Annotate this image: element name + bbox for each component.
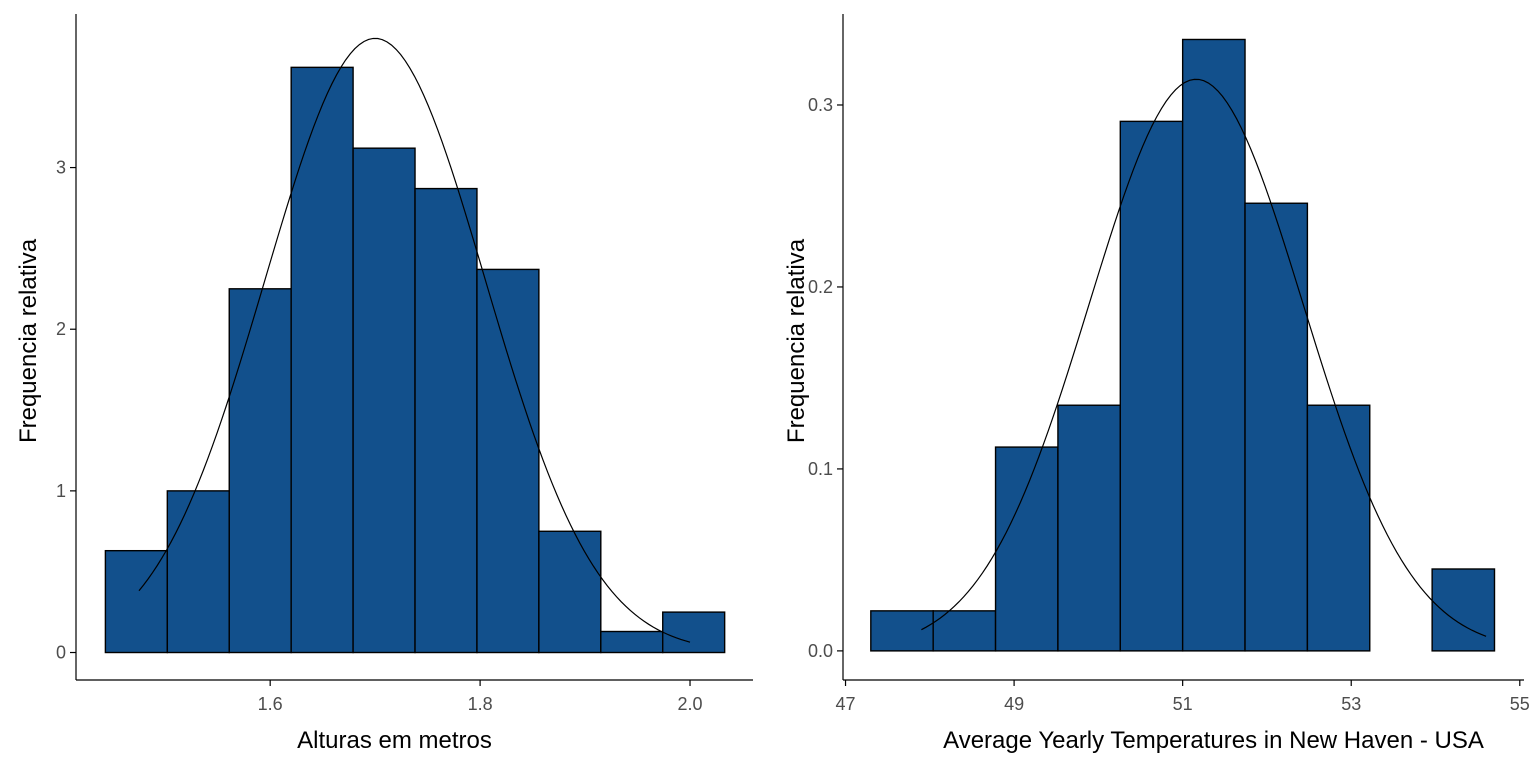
histogram-bar [476,268,540,654]
x-tick-label: 1.6 [258,694,283,714]
histogram-bar [1057,404,1121,652]
y-axis-title-heights: Frequencia relativa [15,238,42,443]
histogram-bar [870,610,934,652]
x-tick-label: 51 [1173,694,1193,714]
histogram-bar [1306,404,1371,652]
y-tick-label: 0.2 [808,277,833,297]
histogram-bar [166,490,230,654]
y-tick-label: 1 [56,481,66,501]
density-curve-heights [138,37,691,643]
x-tick-label: 53 [1341,694,1361,714]
x-axis-title-heights: Alturas em metros [297,727,492,754]
x-axis-title-temperatures: Average Yearly Temperatures in New Haven… [943,727,1484,754]
y-tick-label: 3 [56,158,66,178]
histogram-bar [104,549,169,654]
x-ticks-heights: 1.6 1.8 2.0 [258,680,703,714]
x-tick-label: 2.0 [678,694,703,714]
x-ticks-temperatures: 47 49 51 53 55 [836,680,1530,714]
histogram-bar [352,147,416,654]
histogram-bar [662,611,726,654]
histogram-bar [290,66,354,654]
y-tick-label: 0.3 [808,95,833,115]
x-tick-label: 47 [836,694,856,714]
y-ticks-heights: 0 1 2 3 [56,158,76,663]
histogram-bar [228,288,292,654]
y-tick-label: 2 [56,319,66,339]
histogram-bar [600,630,664,654]
bars-heights [104,66,726,654]
y-ticks-temperatures: 0.0 0.1 0.2 0.3 [808,95,843,661]
histogram-panel-heights: 0 1 2 3 1.6 1.8 2.0 Alturas em metros Frequen… [15,14,753,754]
density-curve-temperatures [921,78,1487,637]
histogram-panel-temperatures: 0.0 0.1 0.2 0.3 47 49 51 53 55 Average Yearly T… [783,14,1530,754]
histogram-bar [1119,120,1184,652]
histogram-bar [1244,202,1309,652]
histogram-bar [538,530,602,654]
histogram-bar [932,610,997,652]
histogram-bar [414,187,478,654]
y-tick-label: 0.1 [808,459,833,479]
x-tick-label: 1.8 [468,694,493,714]
x-tick-label: 49 [1004,694,1024,714]
histogram-bar [1181,38,1246,652]
y-tick-label: 0.0 [808,641,833,661]
bars-temperatures [870,38,1496,652]
y-axis-title-temperatures: Frequencia relativa [783,238,810,443]
y-tick-label: 0 [56,643,66,663]
histogram-bar [994,446,1059,652]
x-tick-label: 55 [1510,694,1530,714]
